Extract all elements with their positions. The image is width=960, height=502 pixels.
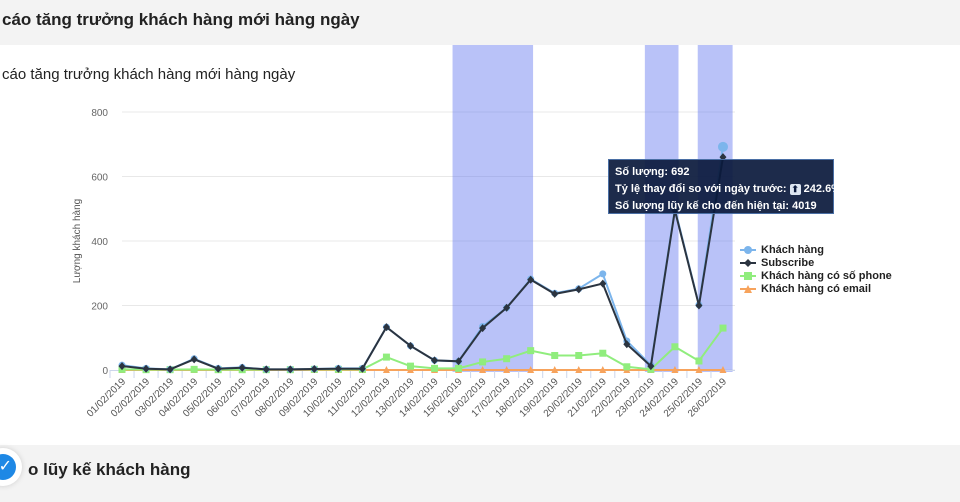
up-arrow-icon: ⬆ [789,183,801,195]
data-point [503,355,511,363]
data-point [719,324,727,332]
y-axis-label: Lượng khách hàng [72,199,83,283]
tooltip-label: Tỷ lệ thay đổi so với ngày trước: [615,183,790,195]
tooltip-value: 242.6% [803,183,841,195]
tooltip-value: 4019 [792,200,817,212]
data-point [623,340,631,349]
legend-item[interactable]: Subscribe [740,256,892,269]
data-point [166,365,174,374]
data-point [334,364,342,373]
legend-symbol-icon [740,245,756,254]
section-header: cáo tăng trưởng khách hàng mới hàng ngày [0,0,960,45]
data-point [286,365,294,374]
y-tick-label: 400 [91,237,108,248]
data-point [503,303,511,312]
y-tick-label: 200 [91,302,108,313]
legend-label: Khách hàng [761,243,824,256]
series-line-1 [121,156,724,371]
data-point [527,366,535,373]
data-point [719,366,727,373]
chart-tooltip: Số lượng: 692 Tỷ lệ thay đổi so với ngày… [608,159,841,214]
y-tick-label: 800 [91,108,108,119]
section-header-cumulative: o lũy kế khách hàng ✓ [0,442,960,502]
y-tick-label: 600 [91,173,108,184]
legend-label: Khách hàng có email [761,282,872,295]
legend-item[interactable]: Khách hàng có số phone [740,269,892,282]
data-point [310,365,318,374]
legend-symbol-icon [740,271,756,280]
tooltip-label: Số lượng: [615,166,672,178]
tooltip-label: Số lượng lũy kế cho đến hiện tại: [615,200,793,212]
data-point [431,356,439,365]
plot-band [452,45,534,372]
series-line-2 [122,327,724,371]
data-point [479,366,487,373]
divider [0,442,960,445]
data-point [527,275,535,284]
data-point [455,357,463,366]
data-point [575,285,583,294]
legend-item[interactable]: Khách hàng [740,243,892,256]
legend-symbol-icon [740,284,756,293]
data-point [358,364,366,373]
data-point [599,270,607,278]
chart-title: cáo tăng trưởng khách hàng mới hàng ngày [2,66,296,83]
data-point [142,364,150,373]
legend-label: Subscribe [761,256,815,269]
data-point [527,347,535,355]
data-point [551,289,559,298]
data-point [599,279,607,288]
data-point [575,366,583,373]
data-point [190,365,198,373]
legend-symbol-icon [740,258,756,267]
data-point [623,363,631,371]
data-point [479,358,487,366]
data-point [262,365,270,374]
chart-card: cáo tăng trưởng khách hàng mới hàng ngày… [0,45,960,442]
data-point [695,357,703,365]
data-point [551,366,559,373]
data-point [406,362,414,370]
data-point [717,141,728,152]
data-point [190,355,198,364]
data-point [214,364,222,373]
data-point [455,364,463,372]
data-point [551,351,559,359]
data-point [382,323,390,332]
data-point [382,366,390,373]
data-point [575,351,583,359]
legend-item[interactable]: Khách hàng có email [740,282,892,295]
data-point [695,366,703,373]
data-point [406,341,414,350]
chart-legend: Khách hàng Subscribe Khách hàng có số phon… [740,243,892,295]
legend-label: Khách hàng có số phone [761,269,892,282]
data-point [671,366,679,373]
y-tick-label: 0 [102,366,108,377]
section-title: cáo tăng trưởng khách hàng mới hàng ngày [2,10,360,29]
data-point [695,301,703,310]
data-point [479,324,487,333]
data-point [599,349,607,357]
tooltip-value: 692 [671,166,690,178]
data-point [503,366,511,373]
data-point [238,363,246,372]
data-point [382,353,390,361]
data-point [671,343,679,351]
data-point [118,362,126,371]
check-icon: ✓ [0,454,16,480]
data-point [647,362,655,371]
data-point [599,366,607,373]
data-point [431,364,439,372]
section-title: o lũy kế khách hàng [28,460,191,479]
check-badge[interactable]: ✓ [0,448,22,486]
